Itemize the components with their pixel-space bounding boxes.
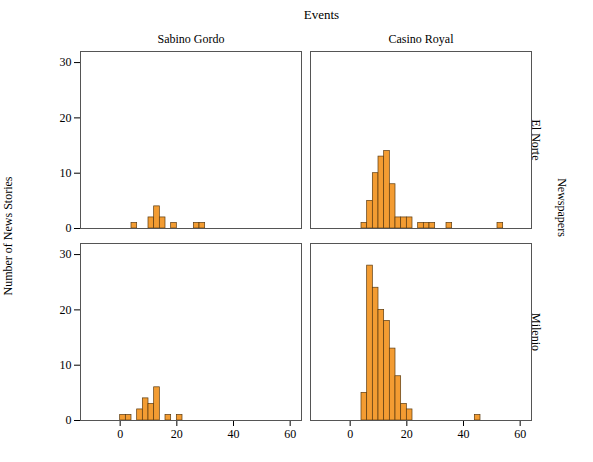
html-text:Events: Events: [303, 7, 340, 22]
svg-text:40: 40: [228, 427, 240, 441]
svg-text:60: 60: [514, 427, 526, 441]
svg-text:20: 20: [401, 427, 413, 441]
svg-text:20: 20: [171, 427, 183, 441]
svg-text:20: 20: [60, 303, 72, 317]
svg-text:40: 40: [458, 427, 470, 441]
svg-text:10: 10: [60, 166, 72, 180]
svg-text:Casino Royal: Casino Royal: [389, 32, 455, 46]
html-text:Newspapers: Newspapers: [555, 178, 570, 237]
svg-text:Milenio: Milenio: [529, 313, 543, 351]
svg-text:0: 0: [347, 427, 353, 441]
svg-text:0: 0: [66, 413, 72, 427]
svg-text:30: 30: [60, 247, 72, 261]
svg-text:Sabino Gordo: Sabino Gordo: [158, 32, 225, 46]
svg-text:0: 0: [66, 221, 72, 235]
svg-text:Number of News Stories: Number of News Stories: [1, 176, 15, 295]
svg-text:El Norte: El Norte: [529, 119, 543, 161]
svg-text:0: 0: [117, 427, 123, 441]
svg-text:10: 10: [60, 358, 72, 372]
svg-text:30: 30: [60, 55, 72, 69]
svg-text:60: 60: [284, 427, 296, 441]
svg-text:20: 20: [60, 111, 72, 125]
